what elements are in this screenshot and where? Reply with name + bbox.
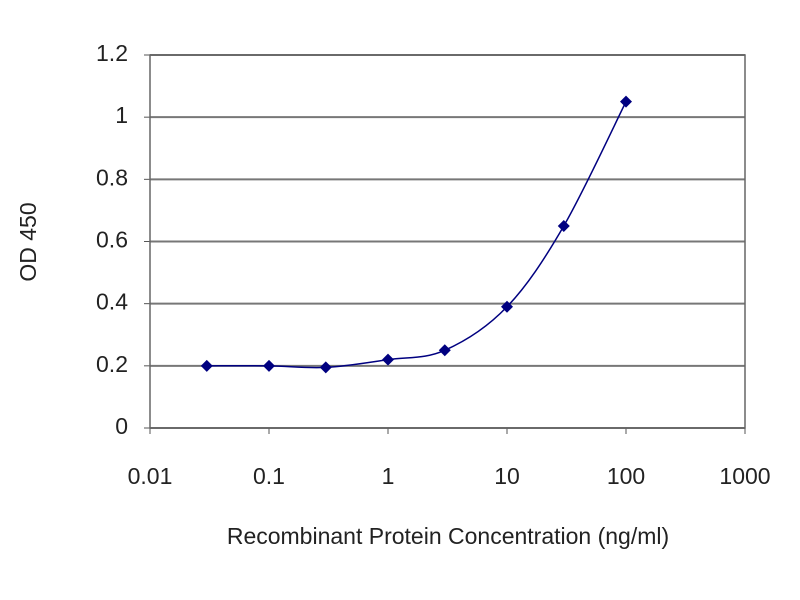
data-point	[200, 359, 213, 372]
x-tick-label: 0.01	[128, 463, 173, 489]
y-tick-label: 1	[115, 102, 128, 128]
data-line	[206, 101, 627, 369]
data-point	[438, 344, 451, 357]
y-tick-label: 0.6	[96, 227, 128, 253]
y-tick-label: 0.2	[96, 351, 128, 377]
data-point	[620, 95, 632, 108]
plot-frame	[149, 54, 746, 429]
x-tick-label: 0.1	[253, 463, 285, 489]
x-axis-label: Recombinant Protein Concentration (ng/ml…	[227, 523, 669, 549]
data-point	[501, 300, 513, 313]
y-tick-label: 0.4	[96, 289, 128, 315]
data-point	[319, 361, 332, 374]
x-tick-label: 100	[607, 463, 645, 489]
y-axis-label: OD 450	[15, 202, 41, 281]
y-tick-label: 1.2	[96, 40, 128, 66]
data-point	[263, 359, 275, 372]
y-tick-label: 0.8	[96, 164, 128, 190]
data-point	[382, 353, 394, 366]
x-tick-label: 1000	[719, 463, 770, 489]
data-point	[557, 219, 570, 232]
x-tick-label: 10	[494, 463, 520, 489]
y-tick-label: 0	[115, 413, 128, 439]
x-tick-label: 1	[382, 463, 395, 489]
